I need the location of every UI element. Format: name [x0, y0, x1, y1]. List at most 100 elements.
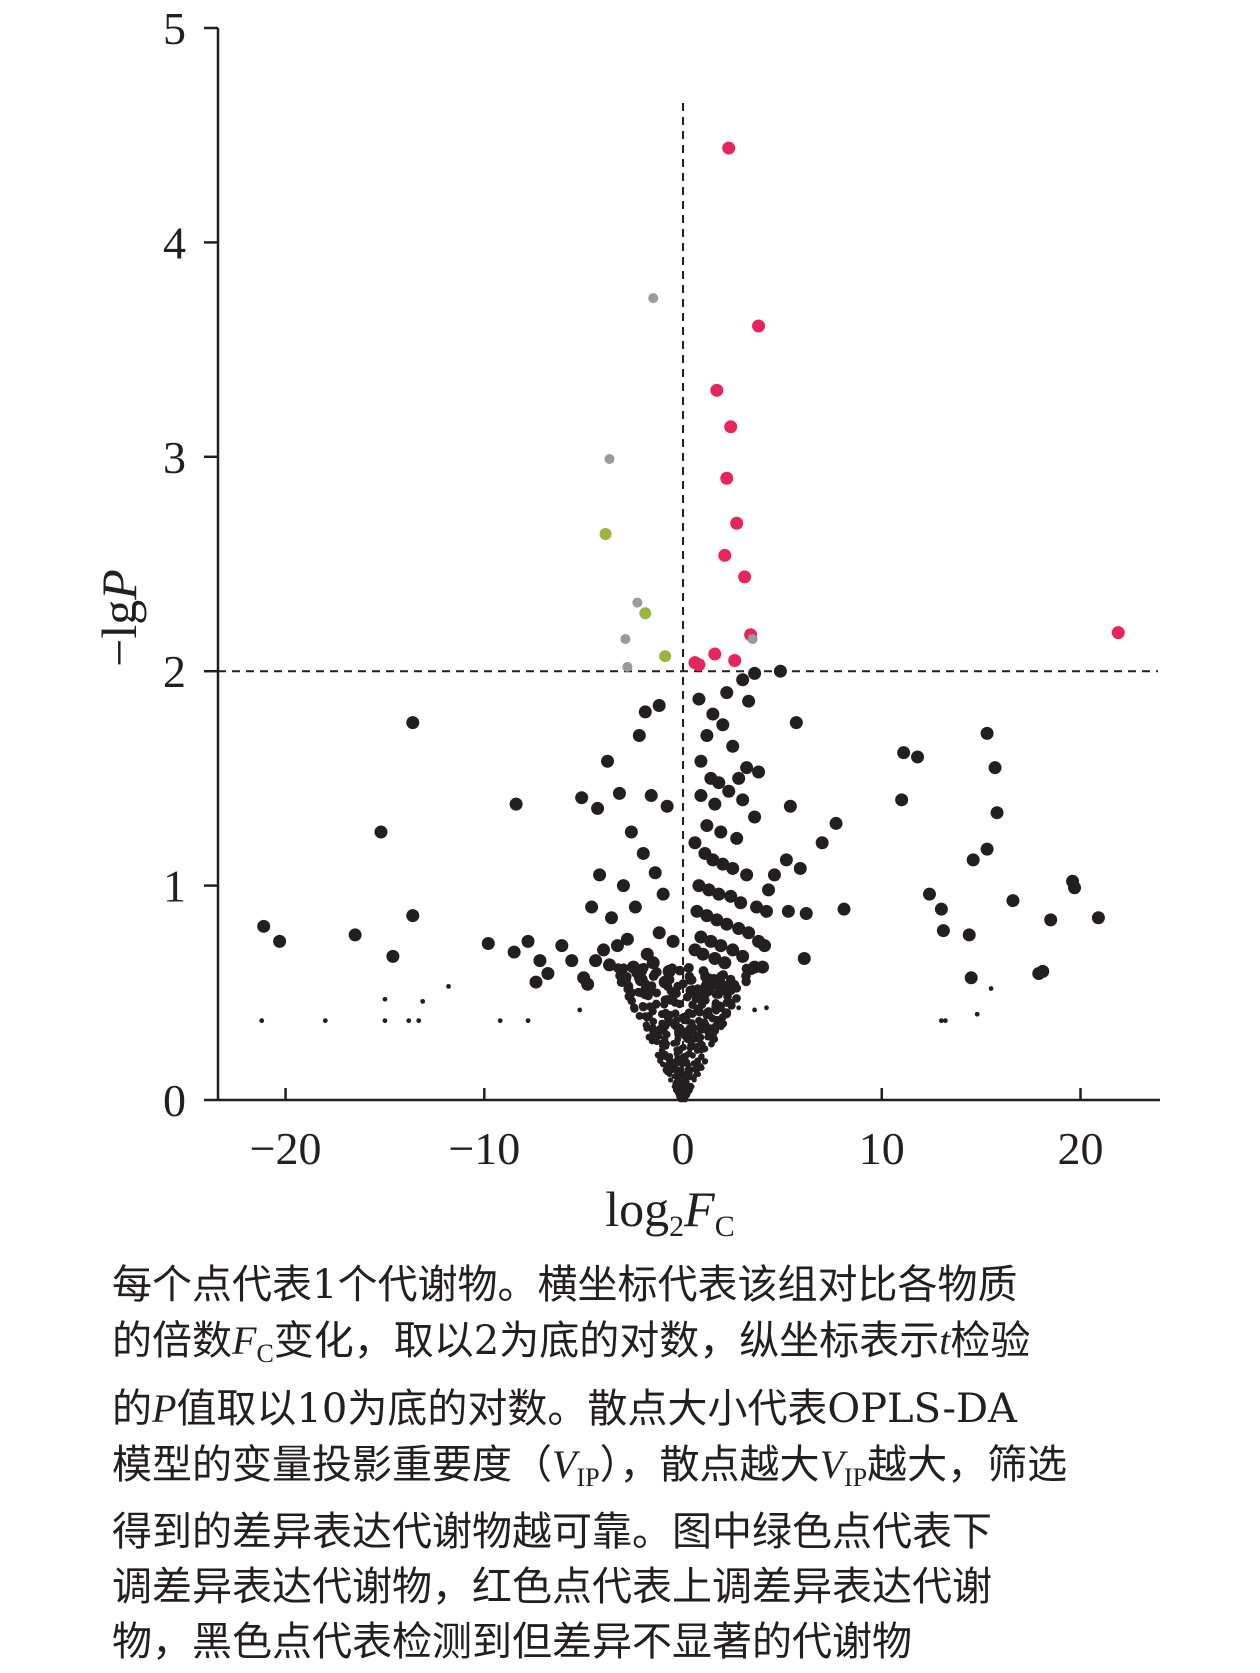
point-ns-small	[664, 1069, 670, 1076]
point-ns-tiny	[752, 1007, 757, 1013]
point-ns-small	[662, 995, 672, 1004]
caption-text: 物，黑色点代表检测到但差异不显著的代谢物	[112, 1619, 912, 1665]
point-ns	[837, 902, 851, 916]
point-ns-small	[678, 979, 688, 989]
point-ns	[660, 799, 674, 813]
point-ns	[700, 909, 714, 923]
point-ns	[922, 887, 936, 901]
point-ns	[752, 765, 766, 779]
point-ns	[601, 754, 615, 768]
point-ns	[714, 939, 728, 953]
point-ns-small	[651, 967, 662, 977]
point-ns-small	[688, 1038, 695, 1046]
point-up	[724, 420, 738, 434]
point-ns-small	[702, 1008, 711, 1017]
point-ns-small	[668, 1066, 674, 1073]
point-ns	[732, 921, 746, 935]
point-ns	[704, 934, 718, 948]
point-grey	[747, 634, 758, 645]
point-ns-small	[708, 1014, 717, 1023]
point-ns	[716, 857, 730, 871]
point-ns	[273, 934, 287, 948]
point-ns	[720, 686, 734, 700]
point-ns	[652, 926, 666, 940]
y-axis-title: −lgP	[91, 569, 147, 667]
y-tick-label: 5	[163, 3, 186, 54]
point-ns-tiny	[322, 1018, 328, 1024]
x-tick-label: −20	[250, 1123, 322, 1174]
point-ns	[1068, 881, 1082, 895]
caption-line: 物，黑色点代表检测到但差异不显著的代谢物	[112, 1615, 1222, 1670]
caption-text: 每个点代表1个代谢物。横坐标代表该组对比各物质	[112, 1262, 1018, 1308]
point-ns	[700, 819, 714, 833]
point-ns	[758, 939, 772, 953]
point-ns-small	[652, 988, 662, 998]
point-up	[692, 658, 706, 672]
point-ns	[648, 866, 662, 880]
point-ns-small	[672, 1021, 681, 1030]
point-ns	[789, 716, 803, 730]
point-ns	[646, 956, 660, 970]
x-axis-title-var-sub: C	[715, 1210, 735, 1243]
point-ns-small	[667, 1077, 674, 1083]
y-axis-title-prefix: −lg	[91, 600, 147, 667]
point-ns-small	[703, 1026, 711, 1034]
point-ns	[736, 793, 750, 807]
caption-text: V	[552, 1442, 577, 1487]
point-ns	[1036, 964, 1050, 978]
point-ns-small	[686, 1045, 694, 1052]
point-ns	[980, 842, 994, 856]
point-ns	[726, 943, 740, 957]
point-ns-small	[655, 1025, 664, 1033]
point-ns-tiny	[446, 983, 451, 989]
point-ns	[736, 949, 750, 963]
point-ns	[603, 958, 617, 972]
point-ns-tiny	[420, 998, 426, 1004]
point-ns	[962, 928, 976, 942]
caption-text: 值取以10为底的对数。散点大小代表OPLS-DA	[176, 1386, 1017, 1432]
point-ns-small	[674, 1054, 681, 1061]
point-ns	[726, 739, 740, 753]
point-ns	[529, 975, 543, 989]
point-ns	[521, 934, 535, 948]
point-ns-small	[701, 996, 710, 1005]
point-ns-tiny	[382, 1018, 388, 1024]
point-ns	[761, 883, 775, 897]
point-ns-small	[671, 989, 681, 998]
point-ns-tiny	[974, 1011, 980, 1017]
scatter-points	[257, 141, 1125, 1103]
point-ns-small	[695, 1071, 702, 1077]
point-ns-small	[663, 1030, 671, 1039]
point-ns	[722, 784, 736, 798]
point-ns-small	[695, 1016, 703, 1025]
caption-text: 的倍数	[112, 1318, 232, 1364]
caption-line: 的倍数FC变化，取以2为底的对数，纵坐标表示t检验	[112, 1313, 1222, 1381]
point-ns	[636, 846, 650, 860]
y-tick-label: 1	[163, 861, 186, 912]
caption-text: P	[152, 1386, 177, 1431]
point-ns-small	[726, 998, 736, 1008]
point-ns-small	[649, 1017, 658, 1026]
point-ns-small	[658, 1047, 666, 1054]
point-ns	[1044, 913, 1058, 927]
point-grey	[648, 293, 659, 304]
point-ns-small	[698, 1065, 705, 1071]
point-ns	[533, 954, 547, 968]
point-up	[718, 548, 732, 562]
point-ns-small	[635, 1011, 644, 1020]
point-ns	[257, 919, 271, 933]
point-ns	[897, 746, 911, 760]
point-ns	[895, 793, 909, 807]
point-ns-tiny	[942, 1018, 948, 1024]
point-ns	[610, 939, 624, 953]
point-ns	[702, 883, 716, 897]
point-ns-small	[700, 1045, 708, 1053]
point-ns	[936, 924, 950, 938]
point-ns-small	[729, 979, 740, 990]
point-ns	[662, 964, 676, 978]
point-ns	[742, 694, 756, 708]
caption-text: F	[232, 1318, 257, 1363]
point-ns-tiny	[406, 1018, 412, 1024]
caption-line: 模型的变量投影重要度（VIP），散点越大VIP越大，筛选	[112, 1437, 1222, 1505]
